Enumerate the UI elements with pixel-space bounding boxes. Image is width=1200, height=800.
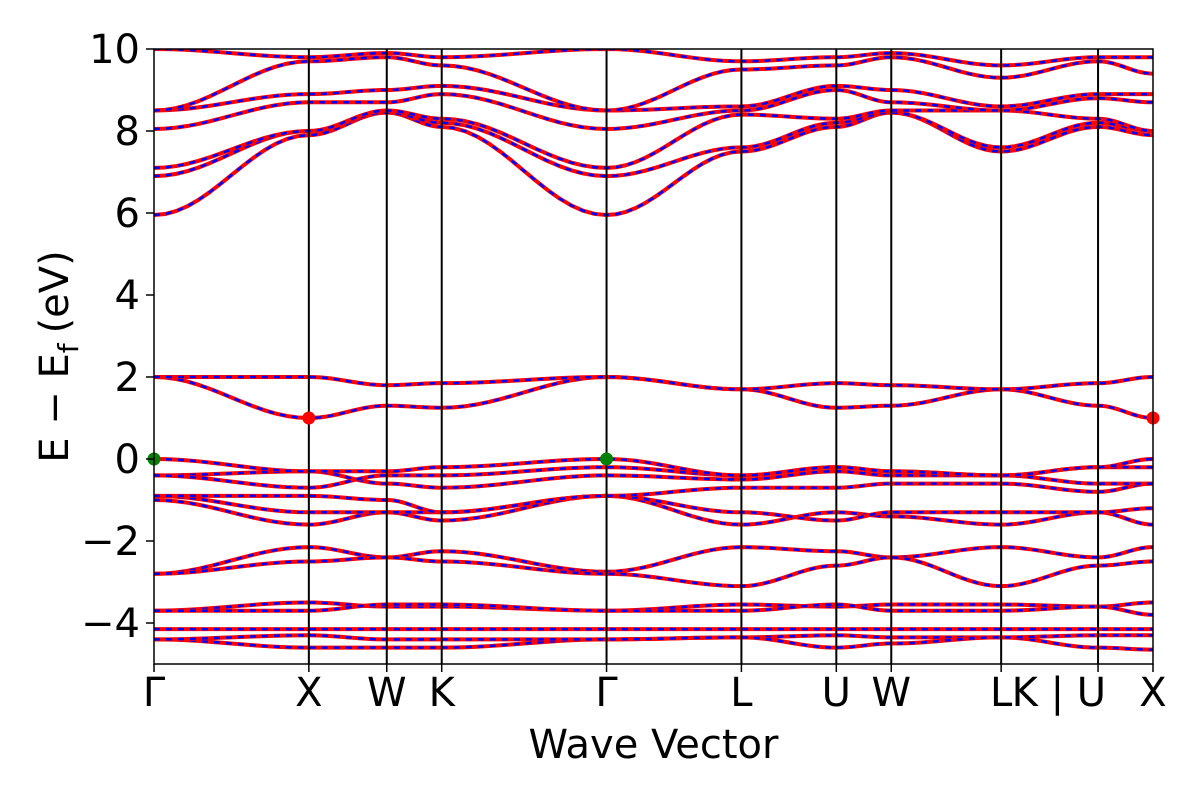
y-tick-label-7: 10 <box>89 27 140 73</box>
band-18-spin-down <box>154 88 1153 131</box>
band-14-spin-up <box>154 375 1153 392</box>
x-tick-label-9: K | U <box>1012 670 1106 716</box>
band-edge-marker-2 <box>302 411 316 425</box>
x-axis-title: Wave Vector <box>529 722 780 768</box>
y-tick-label-5: 6 <box>115 191 140 237</box>
y-axis-ticks: −4 −2 0 2 4 6 8 10 <box>81 27 154 647</box>
band-6-spin-up <box>154 555 1153 589</box>
bands-layer <box>154 49 1153 652</box>
band-5-spin-down <box>154 545 1153 576</box>
x-tick-label-7: W <box>871 670 911 716</box>
high-symmetry-lines <box>307 49 1100 664</box>
y-tick-label-2: 0 <box>115 437 140 483</box>
band-17-spin-down <box>154 109 1153 170</box>
x-tick-label-1: X <box>295 670 322 716</box>
x-tick-label-5: L <box>730 670 753 716</box>
y-axis-title: E − Ef (eV) <box>32 250 85 463</box>
y-tick-label-0: −4 <box>81 601 140 647</box>
y-axis-title-unit: (eV) <box>32 250 78 333</box>
x-tick-label-10: X <box>1139 670 1166 716</box>
y-tick-label-3: 2 <box>115 355 140 401</box>
y-axis-title-subscript: f <box>52 342 85 353</box>
band-13-spin-up <box>154 375 1153 420</box>
plot-frame <box>153 48 1154 665</box>
band-15-spin-up <box>154 110 1153 218</box>
x-tick-label-0: Γ <box>143 670 166 716</box>
band-edge-markers <box>147 411 1160 466</box>
y-tick-label-1: −2 <box>81 519 140 565</box>
x-tick-label-4: Γ <box>595 670 618 716</box>
band-13-spin-down <box>154 375 1153 420</box>
y-tick-label-4: 4 <box>115 273 140 319</box>
y-tick-label-6: 8 <box>115 109 140 155</box>
band-8-spin-up <box>154 493 1153 523</box>
y-axis-title-main: E − E <box>32 353 78 463</box>
x-tick-label-3: K <box>429 670 457 716</box>
band-7-spin-down <box>154 494 1153 526</box>
x-tick-label-8: L <box>990 670 1013 716</box>
band-0-spin-down <box>154 634 1153 651</box>
band-1-spin-down <box>154 634 1153 649</box>
x-tick-label-2: W <box>367 670 407 716</box>
x-tick-label-6: U <box>822 670 851 716</box>
band-17-spin-up <box>154 108 1153 170</box>
band-12-spin-up <box>154 457 1153 478</box>
band-edge-marker-1 <box>600 452 614 466</box>
band-4-spin-down <box>154 603 1153 617</box>
